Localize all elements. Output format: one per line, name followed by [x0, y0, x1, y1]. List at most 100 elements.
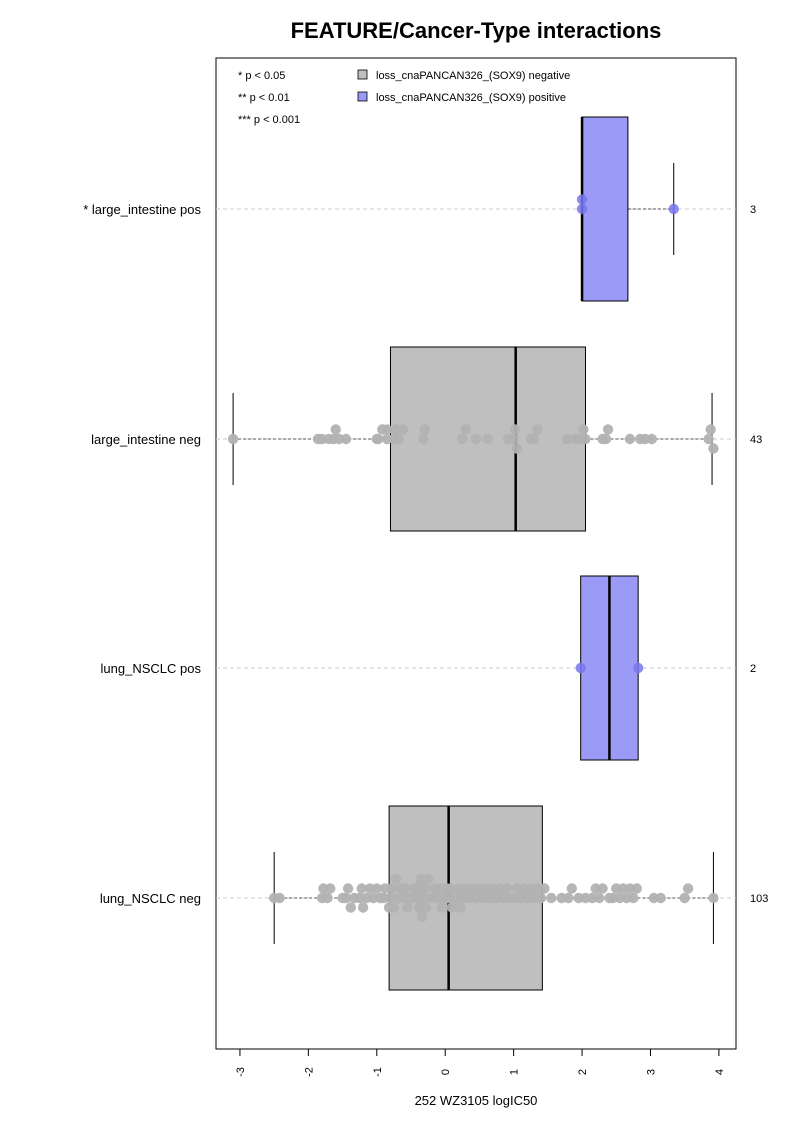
x-tick-label: 1 [509, 1069, 521, 1075]
data-point [600, 433, 612, 445]
data-point [402, 902, 413, 913]
data-point [470, 433, 482, 445]
sig-legend-1: * p < 0.05 [238, 70, 285, 82]
data-point [509, 424, 521, 435]
sig-legend-3: *** p < 0.001 [238, 114, 300, 126]
group-row: * large_intestine pos 3 [83, 116, 756, 302]
category-label: lung_NSCLC pos [101, 661, 202, 676]
data-point [419, 883, 430, 894]
data-point [455, 902, 466, 913]
groups-layer: * large_intestine pos 3 large_intestine ne… [83, 116, 768, 991]
data-point [419, 424, 430, 435]
data-point [566, 883, 577, 894]
x-tick-label: 4 [714, 1069, 726, 1075]
chart-title: FEATURE/Cancer-Type interactions [291, 18, 662, 43]
group-row: large_intestine neg 43 [91, 346, 762, 532]
data-point [705, 424, 716, 435]
color-legend: loss_cnaPANCAN326_(SOX9) negative loss_c… [357, 69, 570, 104]
data-point [682, 883, 694, 894]
sig-legend-2: ** p < 0.01 [238, 92, 290, 104]
data-point [561, 433, 573, 445]
data-point [416, 911, 428, 923]
x-axis-label: 252 WZ3105 logIC50 [415, 1093, 538, 1108]
data-point [322, 892, 333, 904]
data-point [631, 883, 642, 894]
data-point [418, 433, 429, 445]
data-point [501, 883, 512, 894]
category-label: lung_NSCLC neg [100, 891, 201, 906]
data-point [578, 424, 589, 435]
data-point [597, 883, 608, 894]
data-point [624, 433, 636, 445]
data-point [602, 424, 614, 435]
data-point [400, 883, 411, 894]
data-point [646, 433, 658, 445]
data-point [420, 902, 432, 913]
legend-label-positive: loss_cnaPANCAN326_(SOX9) positive [376, 92, 566, 104]
category-label: * large_intestine pos [83, 202, 201, 217]
x-tick-label: 0 [440, 1069, 452, 1075]
sample-count: 3 [750, 204, 756, 216]
data-point [511, 443, 523, 454]
data-point [330, 424, 341, 435]
data-point [563, 892, 574, 904]
data-point [655, 892, 666, 904]
legend-label-negative: loss_cnaPANCAN326_(SOX9) negative [376, 70, 570, 82]
x-tick-label: -1 [372, 1067, 384, 1077]
sample-count: 43 [750, 434, 762, 446]
significance-legend: * p < 0.05 ** p < 0.01 *** p < 0.001 [238, 70, 300, 126]
data-point [532, 424, 543, 435]
data-point [371, 883, 382, 894]
data-point [422, 873, 434, 885]
x-axis-ticks: -3 -2 -1 0 1 2 3 4 [235, 1049, 726, 1077]
x-tick-label: -2 [303, 1067, 315, 1077]
data-point [668, 203, 679, 215]
data-point [679, 892, 690, 904]
data-point [593, 892, 605, 904]
legend-swatch-negative [357, 69, 368, 80]
data-point [482, 433, 493, 445]
x-tick-label: 2 [577, 1069, 589, 1075]
category-label: large_intestine neg [91, 432, 201, 447]
data-point [356, 883, 367, 894]
data-point [415, 873, 426, 885]
data-point [340, 892, 352, 904]
data-point [535, 892, 547, 904]
data-point [576, 194, 588, 205]
data-point [390, 873, 402, 885]
data-point [508, 433, 519, 445]
data-point [397, 424, 408, 435]
data-point [431, 892, 443, 904]
data-point [381, 424, 393, 435]
data-point [357, 902, 369, 913]
x-tick-label: 3 [645, 1069, 657, 1075]
data-point [446, 902, 458, 913]
data-point [393, 433, 404, 445]
data-point [528, 433, 540, 445]
data-point [342, 883, 354, 894]
x-tick-label: -3 [235, 1067, 247, 1077]
data-point [436, 902, 447, 913]
data-point [385, 892, 396, 904]
group-row: lung_NSCLC pos 2 [101, 575, 756, 761]
data-point [274, 892, 285, 904]
data-point [227, 433, 239, 445]
data-point [388, 902, 400, 913]
sample-count: 2 [750, 663, 756, 675]
iqr-box [581, 116, 629, 302]
legend-swatch-positive [357, 91, 368, 102]
data-point [628, 892, 639, 904]
data-point [418, 892, 429, 904]
data-point [632, 662, 644, 674]
data-point [340, 433, 352, 445]
data-point [708, 443, 719, 454]
data-point [580, 433, 591, 445]
data-point [386, 883, 398, 894]
data-point [372, 433, 384, 445]
sample-count: 103 [750, 893, 768, 905]
data-point [457, 433, 468, 445]
data-point [539, 883, 550, 894]
data-point [345, 902, 356, 913]
group-row: lung_NSCLC neg 103 [100, 805, 768, 991]
